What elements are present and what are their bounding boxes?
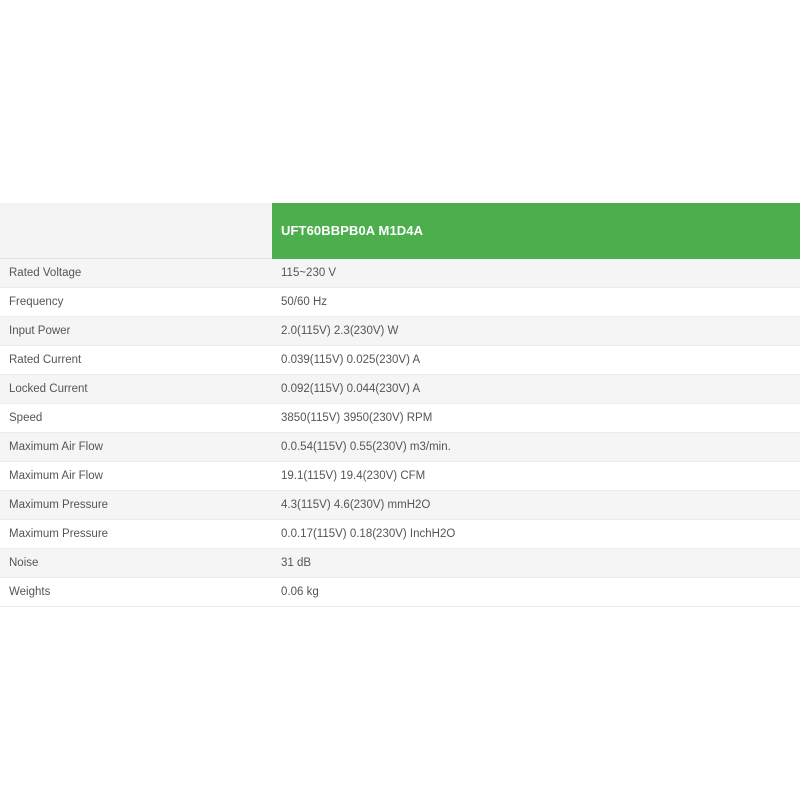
spec-value: 50/60 Hz bbox=[272, 287, 800, 317]
spec-label: Maximum Air Flow bbox=[0, 461, 272, 491]
spec-label: Input Power bbox=[0, 316, 272, 346]
spec-value: 0.039(115V) 0.025(230V) A bbox=[272, 345, 800, 375]
spec-label: Frequency bbox=[0, 287, 272, 317]
table-row: Noise 31 dB bbox=[0, 548, 800, 578]
table-head: UFT60BBPB0A M1D4A bbox=[0, 203, 800, 259]
table-row: Weights 0.06 kg bbox=[0, 577, 800, 607]
table-row: Maximum Air Flow 0.0.54(115V) 0.55(230V) … bbox=[0, 432, 800, 462]
spec-label: Noise bbox=[0, 548, 272, 578]
spec-value: 0.0.17(115V) 0.18(230V) InchH2O bbox=[272, 519, 800, 549]
spec-value: 19.1(115V) 19.4(230V) CFM bbox=[272, 461, 800, 491]
spec-value: 115~230 V bbox=[272, 258, 800, 288]
spec-label: Maximum Pressure bbox=[0, 519, 272, 549]
spec-label: Weights bbox=[0, 577, 272, 607]
table-row: Maximum Air Flow 19.1(115V) 19.4(230V) CF… bbox=[0, 461, 800, 491]
spec-value: 0.092(115V) 0.044(230V) A bbox=[272, 374, 800, 404]
table-row: Speed 3850(115V) 3950(230V) RPM bbox=[0, 403, 800, 433]
header-blank-cell bbox=[0, 203, 272, 259]
spec-label: Speed bbox=[0, 403, 272, 433]
spec-label: Locked Current bbox=[0, 374, 272, 404]
table-row: Input Power 2.0(115V) 2.3(230V) W bbox=[0, 316, 800, 346]
header-model-name: UFT60BBPB0A M1D4A bbox=[272, 203, 800, 259]
table-row: Frequency 50/60 Hz bbox=[0, 287, 800, 317]
table-row: Maximum Pressure 4.3(115V) 4.6(230V) mmH2… bbox=[0, 490, 800, 520]
spec-label: Rated Current bbox=[0, 345, 272, 375]
table-header-row: UFT60BBPB0A M1D4A bbox=[0, 203, 800, 259]
table-row: Rated Current 0.039(115V) 0.025(230V) A bbox=[0, 345, 800, 375]
spec-label: Maximum Pressure bbox=[0, 490, 272, 520]
spec-value: 3850(115V) 3950(230V) RPM bbox=[272, 403, 800, 433]
table-row: Locked Current 0.092(115V) 0.044(230V) A bbox=[0, 374, 800, 404]
spec-value: 4.3(115V) 4.6(230V) mmH2O bbox=[272, 490, 800, 520]
spec-label: Maximum Air Flow bbox=[0, 432, 272, 462]
table-body: Rated Voltage 115~230 V Frequency 50/60 Hz I… bbox=[0, 258, 800, 607]
spec-value: 2.0(115V) 2.3(230V) W bbox=[272, 316, 800, 346]
table-row: Rated Voltage 115~230 V bbox=[0, 258, 800, 288]
spec-label: Rated Voltage bbox=[0, 258, 272, 288]
specification-table: UFT60BBPB0A M1D4A Rated Voltage 115~230 V… bbox=[0, 203, 800, 607]
spec-value: 0.0.54(115V) 0.55(230V) m3/min. bbox=[272, 432, 800, 462]
table-row: Maximum Pressure 0.0.17(115V) 0.18(230V) … bbox=[0, 519, 800, 549]
specification-table-container: UFT60BBPB0A M1D4A Rated Voltage 115~230 V… bbox=[0, 203, 800, 607]
spec-value: 0.06 kg bbox=[272, 577, 800, 607]
spec-value: 31 dB bbox=[272, 548, 800, 578]
